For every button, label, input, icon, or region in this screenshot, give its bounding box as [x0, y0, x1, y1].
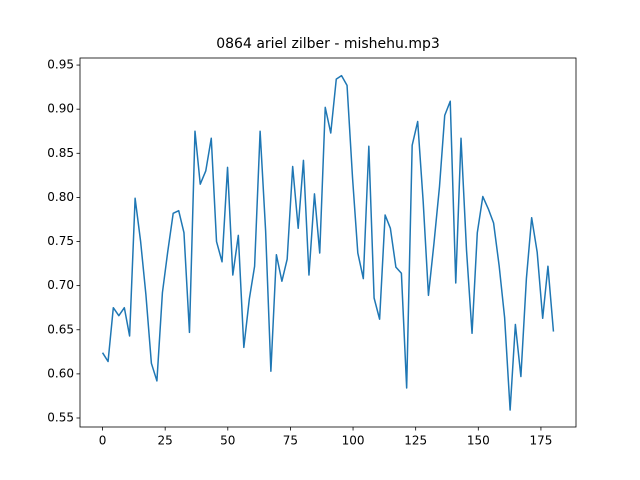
y-tick-label: 0.60 [47, 366, 74, 380]
y-tick-label: 0.85 [47, 146, 74, 160]
x-tick-label: 50 [220, 434, 235, 448]
plot-frame [79, 57, 577, 428]
chart-title: 0864 ariel zilber - mishehu.mp3 [216, 36, 440, 52]
x-tick-label: 150 [467, 434, 490, 448]
x-tick-label: 100 [342, 434, 365, 448]
y-tick-label: 0.65 [47, 322, 74, 336]
x-tick-label: 175 [529, 434, 552, 448]
x-tick-label: 0 [99, 434, 107, 448]
data-line [101, 74, 555, 411]
y-tick-label: 0.90 [47, 102, 74, 116]
y-tick-label: 0.75 [47, 234, 74, 248]
y-tick-label: 0.80 [47, 190, 74, 204]
y-tick-label: 0.55 [47, 411, 74, 425]
x-tick-label: 75 [283, 434, 298, 448]
x-tick-label: 25 [158, 434, 173, 448]
y-tick-label: 0.95 [47, 58, 74, 72]
x-tick-label: 125 [404, 434, 427, 448]
y-tick-label: 0.70 [47, 278, 74, 292]
